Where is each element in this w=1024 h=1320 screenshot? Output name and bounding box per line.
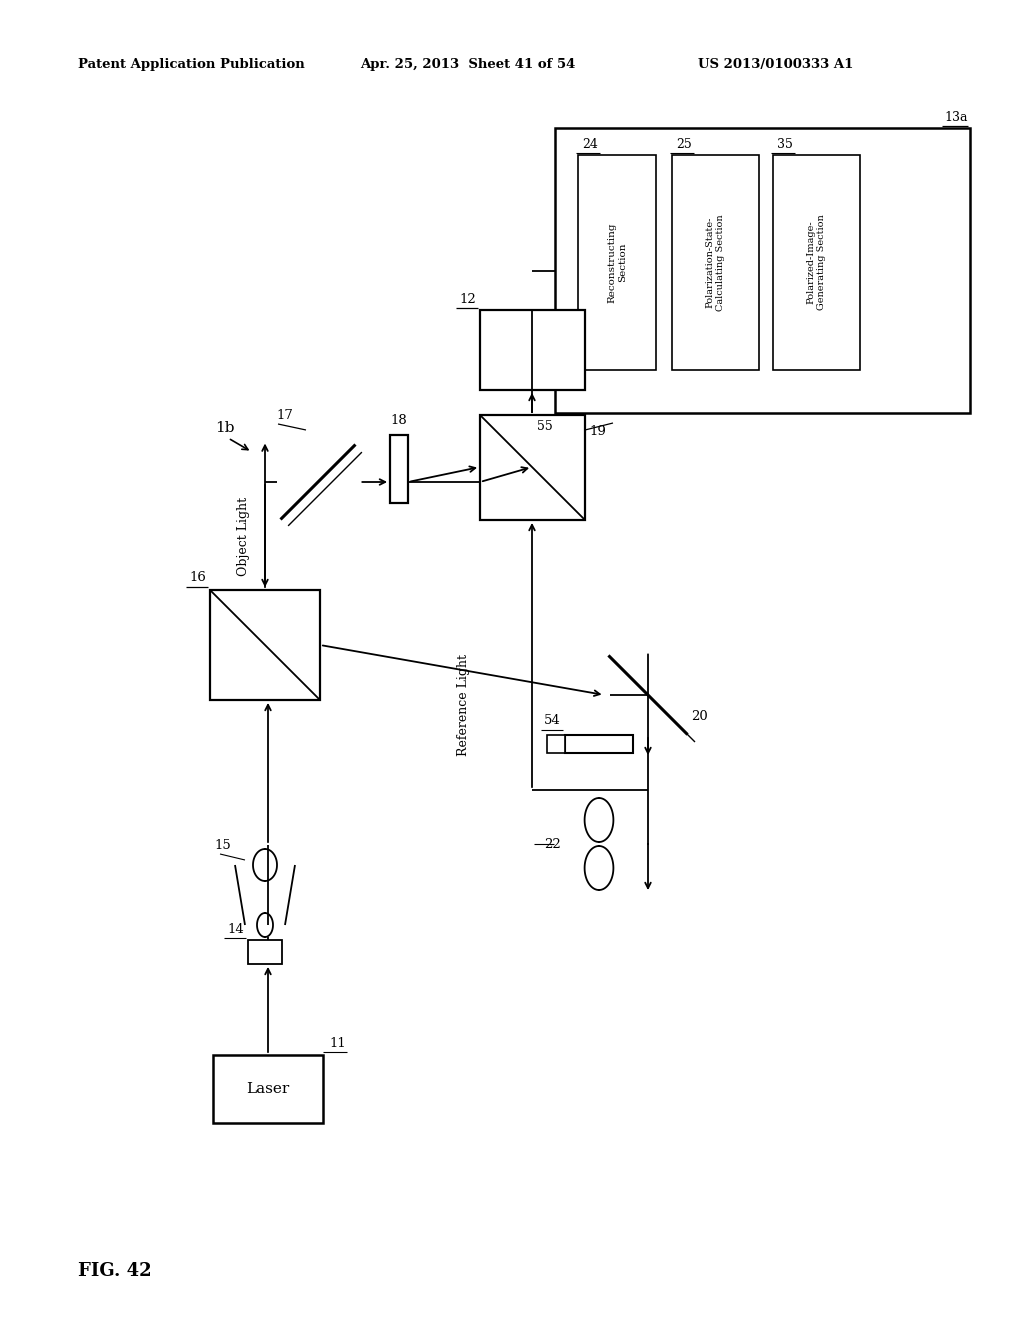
Text: 19: 19 (589, 425, 606, 438)
Text: Apr. 25, 2013  Sheet 41 of 54: Apr. 25, 2013 Sheet 41 of 54 (360, 58, 575, 71)
Text: 22: 22 (544, 837, 561, 850)
Bar (547, 735, 565, 752)
Text: 55: 55 (537, 420, 553, 433)
Text: Reconstructing
Section: Reconstructing Section (607, 222, 627, 302)
Text: Object Light: Object Light (237, 496, 250, 576)
Text: 13a: 13a (944, 111, 968, 124)
Text: Laser: Laser (247, 1082, 290, 1096)
Text: 35: 35 (777, 139, 793, 150)
Bar (555, 128, 970, 413)
Bar (565, 735, 633, 752)
Text: 24: 24 (582, 139, 598, 150)
Text: 25: 25 (676, 139, 692, 150)
Text: 12: 12 (459, 293, 476, 306)
Bar (578, 154, 656, 370)
Text: Patent Application Publication: Patent Application Publication (78, 58, 305, 71)
Bar (390, 436, 408, 503)
Text: US 2013/0100333 A1: US 2013/0100333 A1 (698, 58, 853, 71)
Bar (480, 414, 585, 520)
Text: 15: 15 (214, 840, 231, 851)
Text: 17: 17 (276, 409, 293, 422)
Bar (210, 590, 319, 700)
Bar (480, 310, 585, 389)
Text: 20: 20 (691, 710, 709, 723)
Text: Polarized-Image-
Generating Section: Polarized-Image- Generating Section (807, 215, 826, 310)
Text: Polarization-State-
Calculating Section: Polarization-State- Calculating Section (706, 214, 725, 310)
Bar (213, 1055, 323, 1123)
Text: 16: 16 (189, 572, 206, 583)
Text: 14: 14 (227, 923, 244, 936)
Bar (248, 940, 282, 964)
Text: 54: 54 (544, 714, 561, 727)
Text: FIG. 42: FIG. 42 (78, 1262, 152, 1280)
Bar (672, 154, 759, 370)
Text: 1b: 1b (215, 421, 234, 436)
Bar (773, 154, 860, 370)
Text: Reference Light: Reference Light (458, 653, 470, 756)
Text: 11: 11 (329, 1038, 346, 1049)
Text: 18: 18 (390, 414, 408, 426)
